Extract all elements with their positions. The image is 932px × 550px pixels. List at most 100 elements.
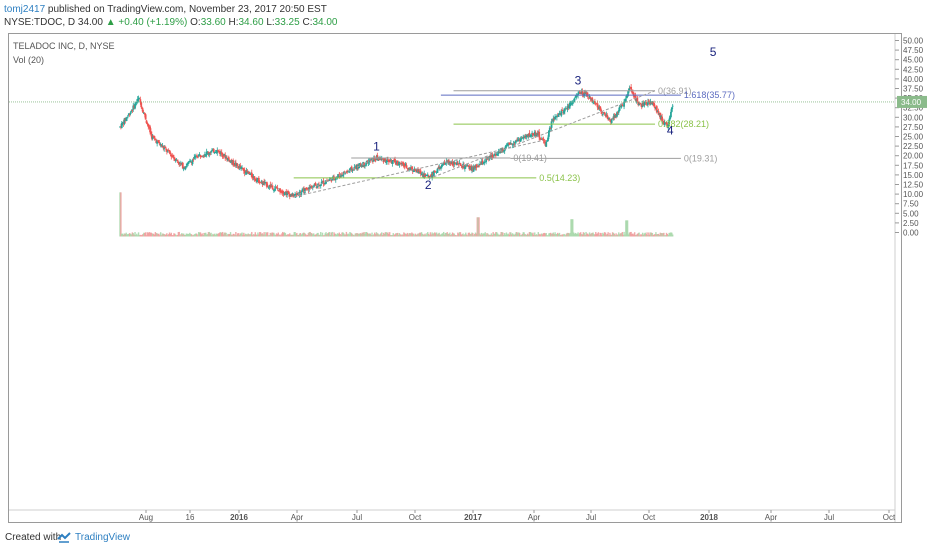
volume-bar	[355, 233, 357, 237]
volume-bar	[504, 234, 507, 237]
candle-body	[475, 164, 478, 168]
volume-bar	[524, 234, 526, 237]
volume-bar	[181, 232, 183, 237]
volume-bar	[472, 233, 474, 237]
volume-bar	[432, 233, 434, 237]
candle-body	[283, 193, 286, 195]
volume-bar	[613, 233, 616, 237]
volume-bar	[377, 233, 379, 237]
volume-bar	[374, 234, 377, 237]
volume-indicator-label[interactable]: Vol (20)	[13, 55, 45, 65]
volume-bar	[567, 232, 570, 237]
candle-body	[477, 166, 480, 168]
candle-body	[466, 165, 469, 166]
volume-bar	[238, 234, 241, 237]
volume-bar	[645, 234, 647, 237]
candle-body	[267, 186, 270, 188]
candle-body	[225, 157, 228, 159]
volume-bar	[276, 234, 279, 237]
candle-body	[396, 160, 399, 165]
candle-body	[625, 95, 628, 99]
time-tick-label: Jul	[824, 513, 834, 522]
candle-body	[646, 104, 648, 106]
candle-body	[616, 112, 618, 117]
candle-body	[571, 102, 574, 104]
volume-bar	[395, 233, 397, 237]
volume-bar	[635, 234, 638, 237]
volume-bar	[269, 232, 272, 237]
volume-bar	[544, 233, 547, 237]
volume-bar	[501, 232, 503, 237]
candle-body	[173, 158, 176, 161]
candle-body	[601, 114, 604, 115]
volume-bar	[485, 234, 487, 237]
volume-bar	[557, 232, 559, 237]
volume-bar	[274, 234, 276, 237]
volume-bar	[285, 234, 287, 237]
candle-body	[192, 159, 195, 161]
price-tick-label: 7.50	[903, 200, 919, 209]
volume-bar	[547, 235, 549, 237]
volume-bar	[473, 235, 475, 237]
candle-body	[328, 179, 331, 180]
candle-body	[410, 167, 413, 170]
volume-bar	[157, 233, 159, 237]
publish-info: tomj2417 published on TradingView.com, N…	[4, 4, 327, 15]
time-axis[interactable]: Aug 16 2016 Apr Jul Oct 2017 Apr Jul Oct 2018 Apr Ju…	[139, 510, 896, 522]
volume-bar	[282, 231, 284, 237]
volume-bar	[601, 234, 603, 237]
author-link[interactable]: tomj2417	[4, 4, 46, 15]
volume-bar	[139, 234, 142, 237]
candle-body	[125, 117, 128, 121]
volume-bar	[560, 235, 562, 237]
volume-bar	[245, 234, 248, 237]
price-axis[interactable]: 50.0047.5045.0042.5040.0037.5035.0032.50…	[895, 37, 924, 238]
volume-bar	[140, 235, 142, 237]
volume-bar	[587, 233, 589, 237]
volume-bar	[259, 232, 261, 237]
candle-body	[575, 95, 578, 98]
candle-body	[147, 124, 150, 127]
candle-body	[210, 151, 212, 153]
volume-bar	[266, 232, 268, 237]
candle-body	[433, 170, 436, 173]
candle-body	[272, 188, 274, 190]
candle-body	[138, 98, 141, 99]
volume-bar	[576, 233, 578, 237]
volume-bar	[483, 233, 486, 237]
volume-bar	[195, 233, 197, 237]
volume-bar	[179, 235, 181, 237]
volume-bar	[174, 233, 176, 237]
candle-body	[606, 114, 609, 119]
volume-bar	[525, 234, 527, 237]
volume-bar	[386, 232, 388, 237]
volume-bar	[137, 232, 140, 237]
candle-body	[596, 103, 599, 108]
open-value: 33.60	[200, 17, 226, 28]
volume-bar	[254, 232, 257, 237]
candle-body	[549, 128, 552, 129]
volume-bar	[201, 233, 203, 237]
volume-bar	[123, 233, 126, 237]
candle-body	[460, 164, 463, 166]
candle-body	[444, 163, 447, 165]
volume-bar	[489, 234, 492, 237]
volume-bar	[450, 234, 453, 237]
volume-bar	[373, 232, 376, 237]
volume-bar	[579, 232, 581, 237]
volume-bar	[447, 233, 449, 237]
volume-bar	[496, 233, 499, 237]
volume-bar	[351, 234, 354, 237]
volume-bar	[415, 234, 417, 237]
candle-body	[548, 130, 550, 137]
volume-bar	[323, 235, 325, 237]
tradingview-brand[interactable]: TradingView	[75, 532, 131, 543]
volume-bar	[561, 234, 563, 237]
volume-bar	[512, 234, 515, 237]
candle-body	[388, 161, 391, 163]
candle-body	[563, 110, 565, 114]
volume-bar	[426, 233, 428, 237]
volume-bar	[175, 235, 178, 237]
volume-bar	[297, 234, 300, 237]
